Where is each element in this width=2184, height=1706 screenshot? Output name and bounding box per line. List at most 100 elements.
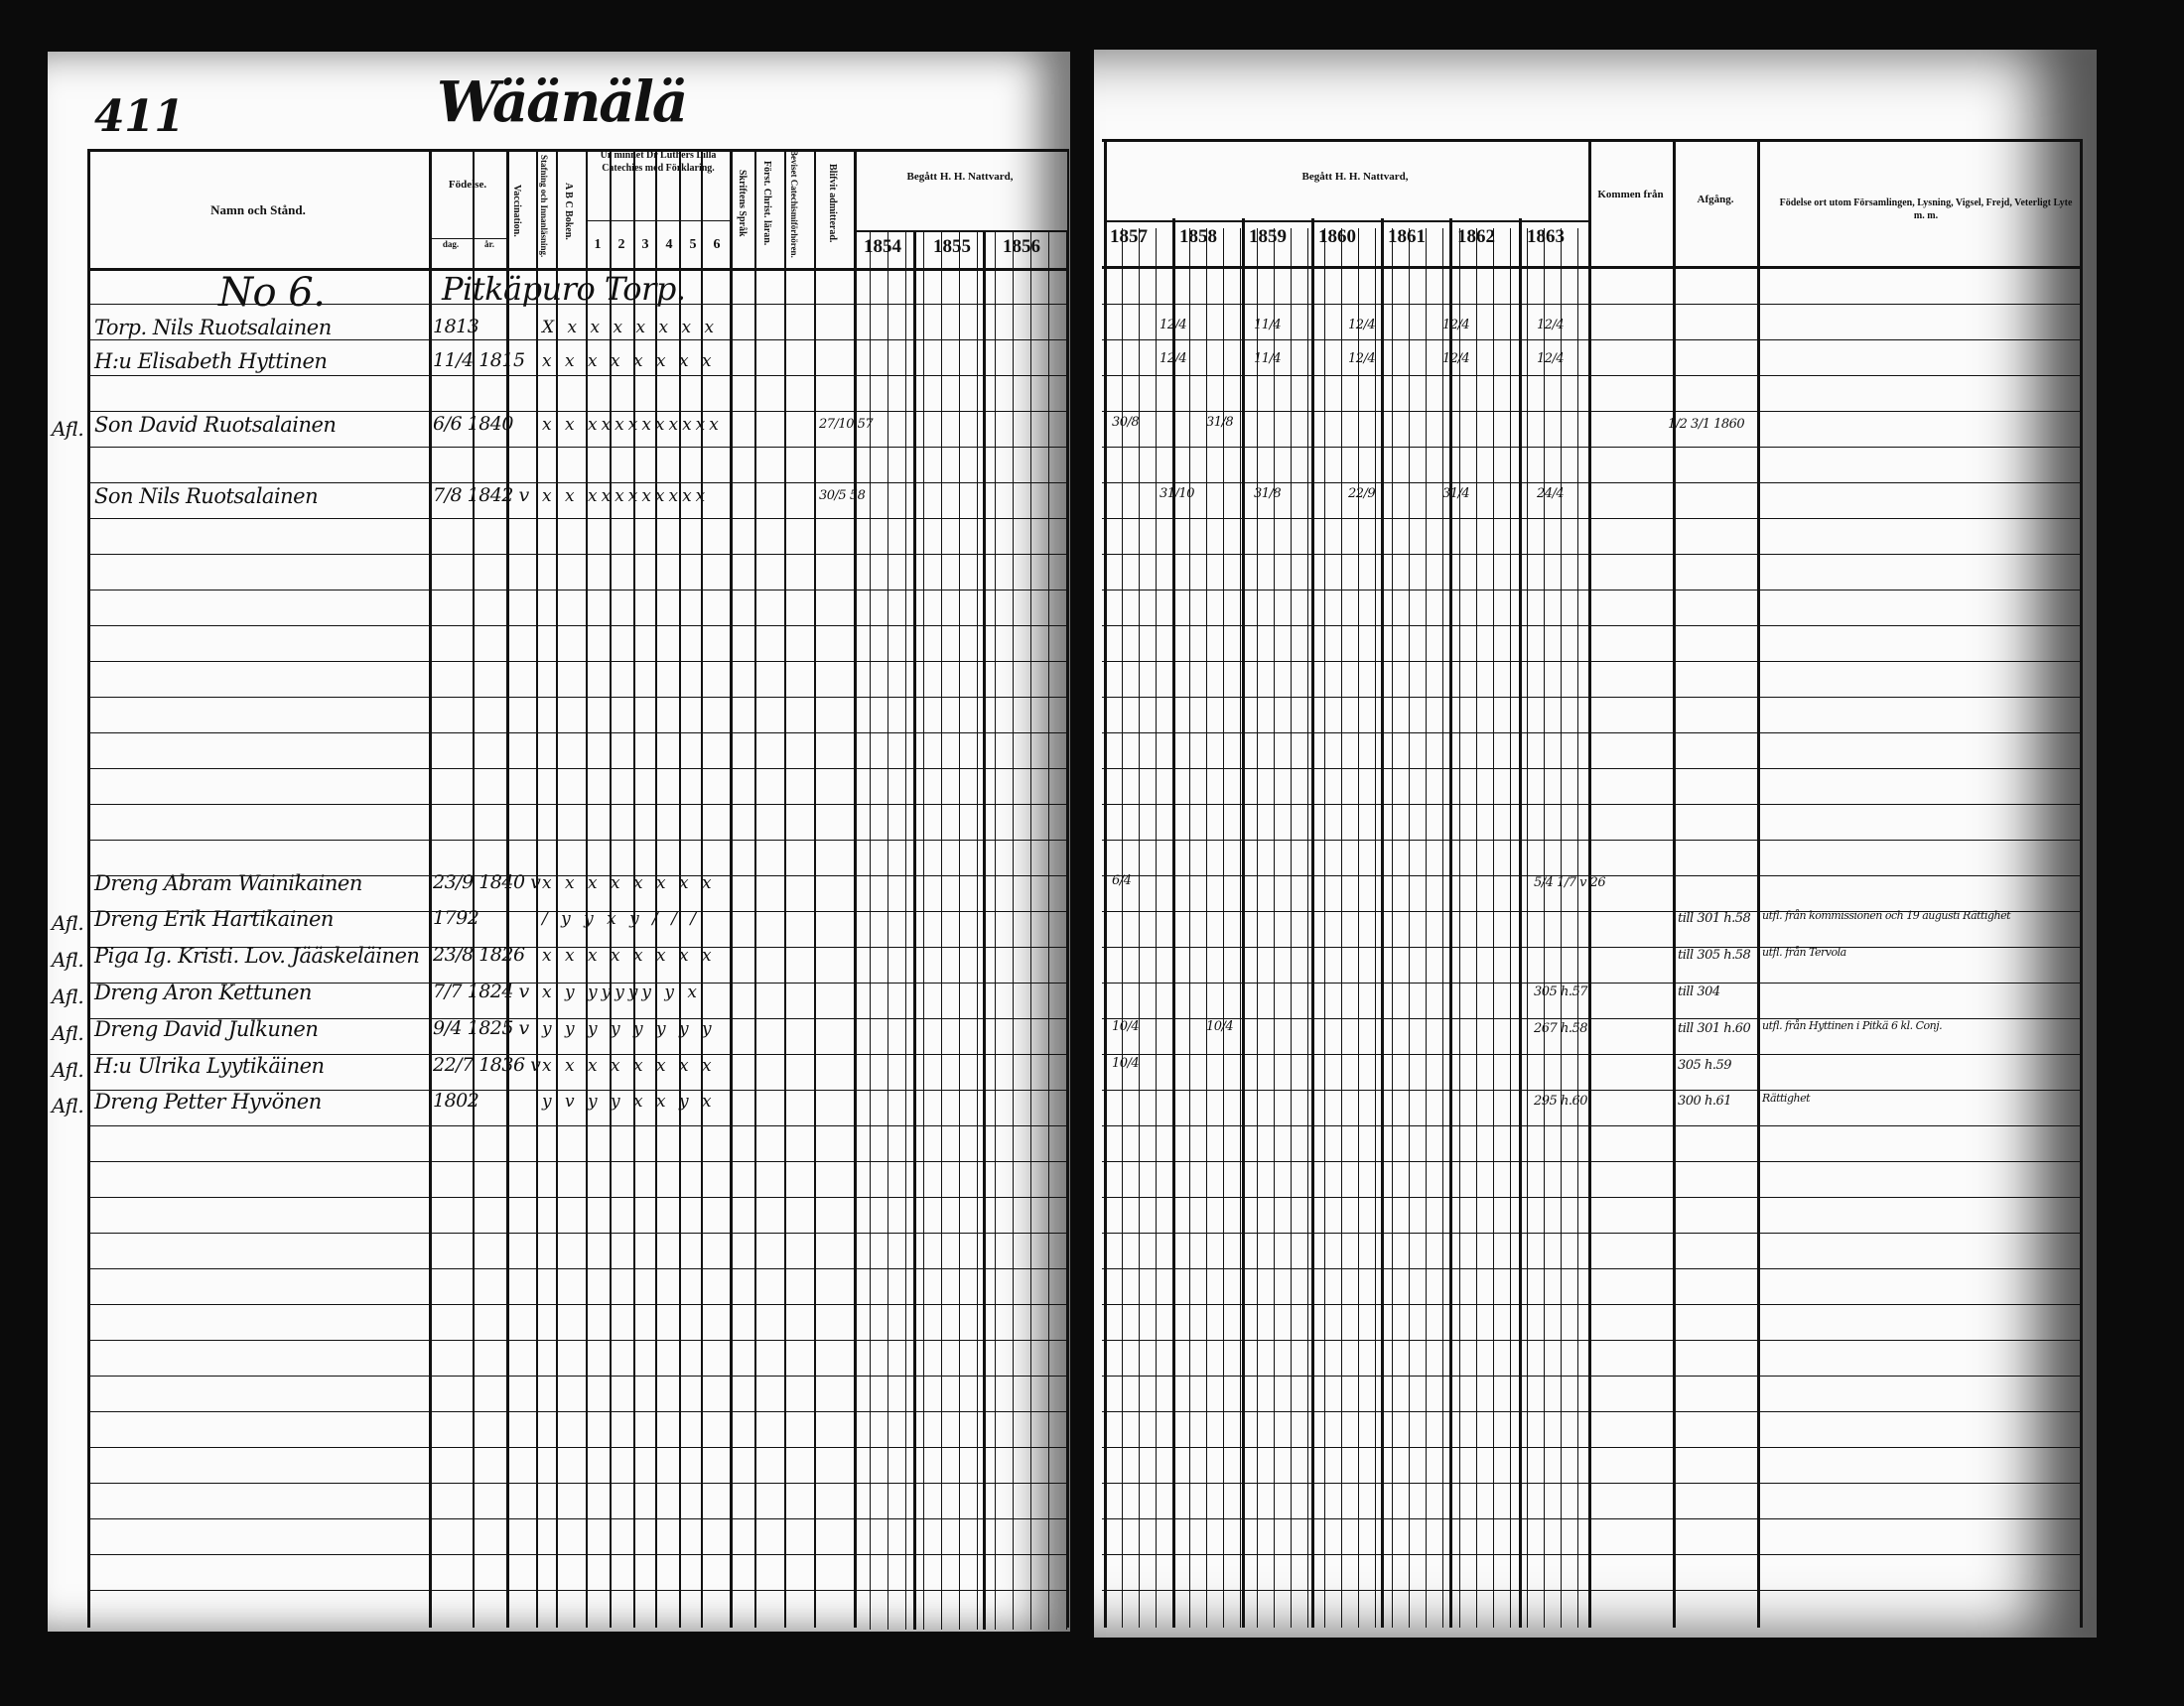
admitted-date: 27/10 57 [819,417,874,432]
column-line [506,149,509,1628]
person-name: Dreng Abram Wainikainen [94,871,362,895]
reading-marks: x x x x x x x x [542,873,716,893]
row-line [87,304,1068,305]
departure-entry: till 301 h.60 [1678,1021,1751,1036]
reading-marks: x y yyyyy y x [542,983,702,1002]
communion-date: 31/8 [1206,415,1234,430]
row-line [87,1554,1068,1555]
column-line [87,149,90,1628]
person-name: Son David Ruotsalainen [94,413,337,437]
reading-marks: / y y x y / / / [542,909,701,929]
communion-subcolumn-line [1139,228,1140,1628]
communion-subcolumn-line [1307,228,1308,1628]
year-1863: 1863 [1527,226,1565,247]
remarks-entry: utfl. från Hyttinen i Pitkä 6 kl. Conj. [1762,1019,1943,1032]
reading-marks: x x x x x x x x [542,1056,716,1076]
household-place: Pitkäpuro Torp. [442,270,686,308]
birth-date: 7/8 1842 v [433,484,529,506]
row-line [87,697,1068,698]
header-catechism-proof: Beviset Catechismiförhören. [789,149,799,258]
communion-date: 24/4 [1537,486,1565,501]
year-divider [983,230,986,1630]
departure-entry: till 301 h.58 [1678,911,1751,926]
communion-subcolumn-line [941,230,942,1630]
catechism-subheader-line [586,220,730,221]
communion-date: 11/4 [1254,318,1282,332]
row-line [87,1233,1068,1234]
communion-subcolumn-line [1561,228,1562,1628]
year-1859: 1859 [1249,226,1287,247]
remarks-entry: Rättighet [1762,1092,1811,1105]
header-came-from: Kommen från [1597,189,1664,200]
communion-date: 12/4 [1348,351,1376,366]
row-line [87,1018,1068,1019]
year-1861: 1861 [1388,226,1426,247]
departure-entry: 1/2 3/1 1860 [1668,417,1745,432]
row-line [87,1376,1068,1377]
communion-subcolumn-line [1223,228,1224,1628]
reading-marks: x x xxxxxxxxxx [542,415,723,435]
communion-date: 31/4 [1442,486,1470,501]
row-line [87,1411,1068,1412]
communion-subcolumn-line [870,230,871,1630]
header-name: Namn och Stånd. [210,202,306,217]
communion-date: 11/4 [1254,351,1282,366]
birth-subheader-line [429,238,506,239]
margin-note: Afl. [52,984,84,1008]
person-name: H:u Ulrika Lyytikäinen [94,1054,325,1078]
person-name: Dreng David Julkunen [94,1017,319,1041]
row-line [87,1340,1068,1341]
communion-subcolumn-line [1510,228,1511,1628]
communion-date: 12/4 [1442,318,1470,332]
communion-subcolumn-line [1392,228,1393,1628]
communion-subcolumn-line [1013,230,1014,1630]
year-divider [1242,218,1245,1628]
catechism-part-5: 5 [689,237,697,252]
person-name: H:u Elisabeth Hyttinen [94,349,328,373]
communion-subcolumn-line [1240,228,1241,1628]
communion-date: 12/4 [1442,351,1470,366]
column-line [655,149,657,1628]
header-communion-left: Begått H. H. Nattvard, [906,171,1014,183]
column-line [2080,139,2083,1628]
person-name: Torp. Nils Ruotsalainen [94,316,332,339]
column-line [1067,149,1069,1628]
communion-subcolumn-line [1324,228,1325,1628]
communion-subcolumn-line [923,230,924,1630]
communion-date: 12/4 [1537,351,1565,366]
person-name: Dreng Aron Kettunen [94,981,312,1004]
communion-date: 12/4 [1160,318,1187,332]
reading-marks: x x x x x x x x [542,351,716,371]
row-line [87,840,1068,841]
header-christian-doctrine: Först. Christ. läran. [761,161,772,246]
communion-date: 6/4 [1112,873,1132,888]
catechism-part-4: 4 [665,237,673,252]
column-line [633,149,635,1628]
column-line [754,149,756,1628]
column-line [854,149,857,1628]
row-line [87,1090,1068,1091]
column-line [556,149,558,1628]
row-line [87,804,1068,805]
communion-subcolumn-line [1030,230,1031,1630]
row-line [87,447,1068,448]
header-catechism: Ur minnet Dr Luthers Lilla Catechies med… [600,150,717,174]
header-day: dag. [442,239,460,249]
row-line [87,590,1068,591]
row-line [87,1268,1068,1269]
row-line [87,339,1068,340]
row-line [87,1483,1068,1484]
communion-subcolumn-line [1048,230,1049,1630]
column-line [1673,139,1676,1628]
came-from-entry: 305 h.57 [1534,984,1588,999]
catechism-part-3: 3 [641,237,649,252]
parish-title: Wäänälä [437,69,688,135]
column-line [814,149,816,1628]
year-1854: 1854 [864,236,901,257]
departure-entry: till 304 [1678,984,1720,999]
communion-subcolumn-line [1577,228,1578,1628]
header-communion-right: Begått H. H. Nattvard, [1301,171,1409,183]
birth-date: 9/4 1825 v [433,1017,529,1039]
row-line [87,1304,1068,1305]
communion-subcolumn-line [1409,228,1410,1628]
